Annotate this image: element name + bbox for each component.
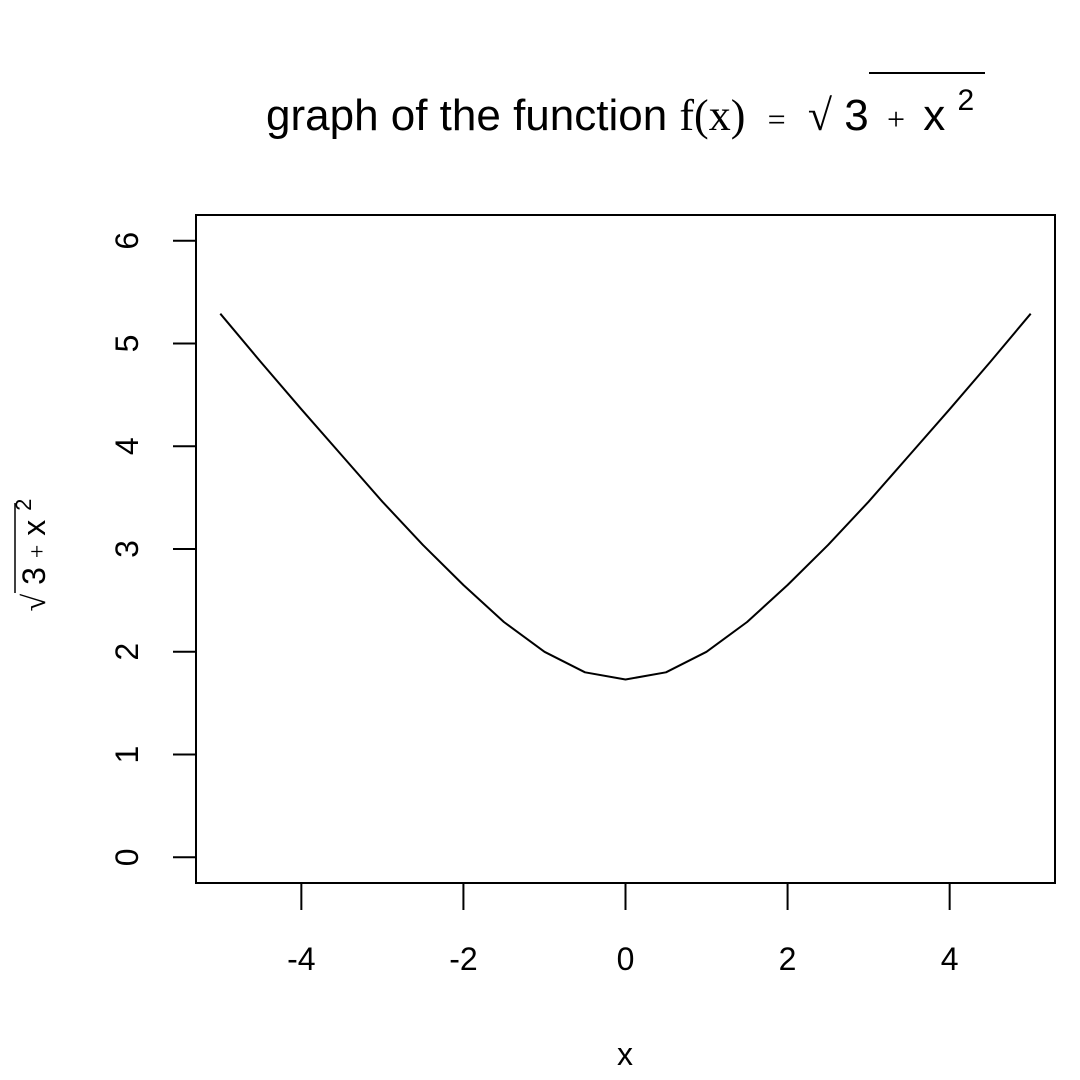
x-tick-label: 0 bbox=[617, 941, 635, 977]
chart-title-fx: f(x) bbox=[679, 91, 745, 140]
chart-title-prefix: graph of the function bbox=[266, 91, 679, 140]
y-axis-title: √ 3 + x 2 bbox=[11, 499, 52, 612]
y-tick-label: 5 bbox=[109, 335, 145, 353]
x-tick-label: 2 bbox=[779, 941, 797, 977]
x-tick-label: -4 bbox=[287, 941, 315, 977]
chart-title-exp: 2 bbox=[958, 84, 975, 117]
y-tick-label: 1 bbox=[109, 746, 145, 764]
series-layer bbox=[219, 313, 1032, 681]
chart-title-plus: + bbox=[887, 101, 905, 137]
x-tick-label: -2 bbox=[449, 941, 477, 977]
svg-text:√ 3 + x: √ 3 + x 2 bbox=[11, 499, 52, 612]
y-title-three: 3 bbox=[16, 567, 52, 585]
chart-title-three: 3 bbox=[844, 91, 868, 140]
y-title-x: x bbox=[16, 520, 52, 536]
y-title-exp: 2 bbox=[11, 499, 36, 511]
x-axis: -4 -2 0 2 4 bbox=[287, 882, 959, 977]
y-title-sqrt: √ bbox=[16, 593, 52, 611]
chart-title-equals: = bbox=[768, 101, 786, 137]
y-tick-label: 2 bbox=[109, 643, 145, 661]
series-line bbox=[219, 313, 1032, 681]
x-tick-label: 4 bbox=[941, 941, 959, 977]
plot-frame bbox=[195, 214, 1056, 884]
y-axis: 0 1 2 3 4 5 6 bbox=[109, 232, 197, 866]
chart-title-x: x bbox=[923, 91, 945, 140]
y-tick-label: 6 bbox=[109, 232, 145, 250]
y-title-plus: + bbox=[25, 545, 51, 559]
x-axis-title: x bbox=[617, 1036, 633, 1072]
y-tick-label: 0 bbox=[109, 848, 145, 866]
chart-title-sqrt: √ bbox=[808, 91, 833, 140]
y-tick-label: 3 bbox=[109, 540, 145, 558]
y-tick-label: 4 bbox=[109, 437, 145, 455]
chart-title: graph of the function f(x) = √ 3 + x 2 bbox=[266, 84, 974, 140]
